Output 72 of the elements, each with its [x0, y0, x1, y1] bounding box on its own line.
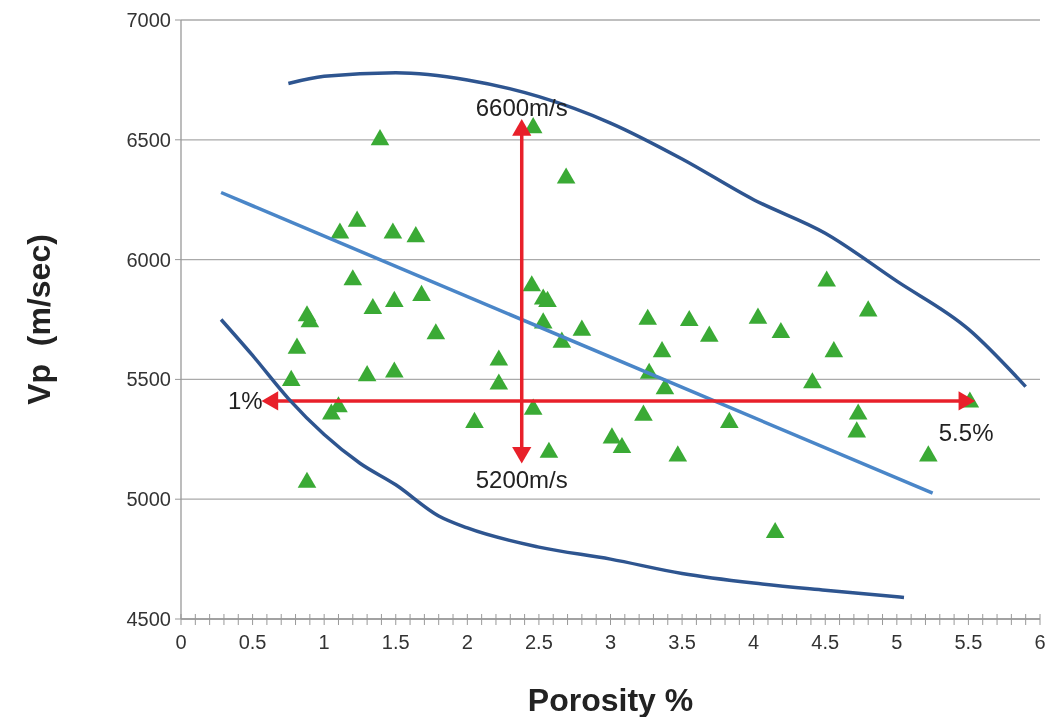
point — [572, 319, 592, 336]
x-tick-label: 2 — [461, 631, 473, 653]
point — [412, 284, 431, 301]
point — [343, 269, 363, 286]
point — [748, 307, 768, 324]
line-series — [219, 317, 906, 600]
point — [281, 369, 301, 386]
point — [385, 290, 404, 307]
x-tick-label: 3.5 — [668, 631, 696, 653]
point — [771, 321, 791, 339]
point — [347, 210, 367, 227]
y-tick-label: 5000 — [126, 488, 171, 511]
point — [406, 226, 426, 243]
point — [297, 471, 317, 488]
point — [817, 270, 836, 287]
point — [655, 378, 675, 395]
y-tick-label: 5500 — [126, 368, 171, 391]
point — [765, 522, 785, 539]
point — [465, 411, 484, 428]
point — [612, 436, 632, 454]
x-tick-label: 4.5 — [811, 631, 840, 653]
x-tick-label: 0 — [175, 631, 187, 653]
line-series — [286, 70, 1028, 389]
point — [638, 308, 658, 325]
point — [919, 445, 938, 462]
point — [489, 373, 509, 390]
y-tick-label: 4500 — [126, 608, 171, 630]
x-tick-label: 3 — [604, 631, 617, 653]
annotation: 5200m/s — [475, 466, 568, 494]
point — [363, 297, 383, 315]
point — [357, 365, 377, 382]
point — [720, 411, 739, 428]
point — [848, 403, 868, 420]
point — [803, 372, 822, 389]
point — [652, 341, 672, 358]
x-tick-label: 5.5 — [954, 631, 983, 653]
annotation: 5.5% — [938, 418, 994, 446]
y-axis-title: Vp (m/sec) — [21, 234, 57, 405]
x-tick-label: 4 — [748, 631, 760, 653]
y-tick-label: 6000 — [126, 248, 171, 271]
x-tick-label: 1 — [318, 631, 330, 653]
point — [539, 441, 559, 458]
annotation: 1% — [227, 386, 263, 414]
point — [489, 349, 509, 366]
y-tick-label: 6500 — [126, 128, 171, 151]
point — [668, 445, 688, 462]
point — [300, 311, 320, 328]
point — [556, 167, 576, 184]
point — [634, 404, 653, 421]
point — [858, 300, 878, 317]
point — [330, 222, 350, 239]
y-tick-label: 7000 — [126, 9, 171, 31]
point — [370, 129, 390, 146]
x-tick-label: 1.5 — [381, 631, 410, 653]
point — [824, 341, 844, 358]
point — [699, 325, 719, 342]
point — [602, 427, 622, 444]
annotation: 6600m/s — [475, 94, 568, 122]
x-axis-title: Porosity % — [527, 682, 694, 718]
point — [538, 290, 557, 307]
point — [522, 275, 542, 292]
point — [287, 337, 307, 354]
point — [385, 361, 404, 378]
x-tick-label: 5 — [891, 631, 903, 653]
point — [426, 323, 446, 340]
point — [322, 403, 341, 420]
x-tick-label: 2.5 — [525, 631, 553, 653]
point — [679, 309, 699, 327]
x-tick-label: 0.5 — [238, 631, 267, 653]
x-tick-label: 6 — [1034, 631, 1046, 653]
point — [383, 222, 403, 239]
point — [847, 421, 867, 438]
